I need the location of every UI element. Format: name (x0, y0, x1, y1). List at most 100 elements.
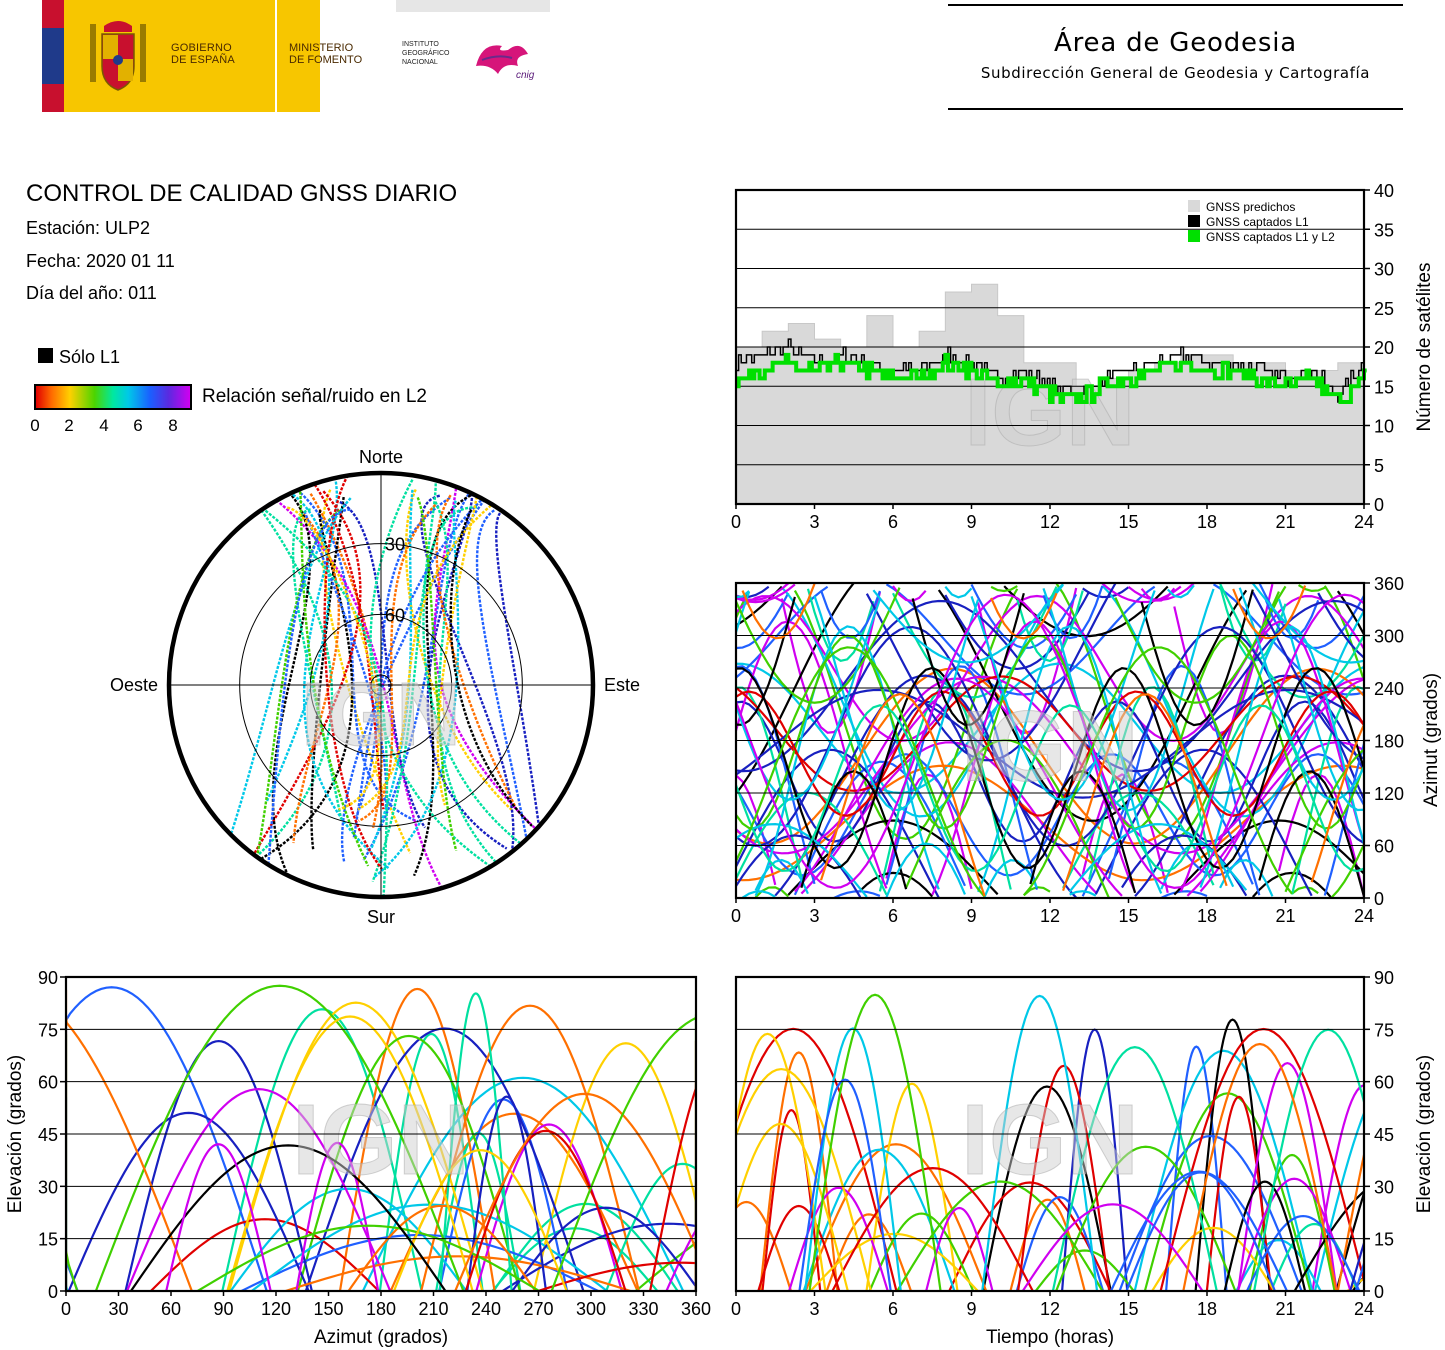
satellite-track (464, 1129, 627, 1291)
y-axis-label: Elevación (grados) (5, 1055, 26, 1213)
y-tick-label: 90 (1374, 968, 1394, 988)
satellite-track (990, 592, 1058, 640)
satellite-track (67, 1111, 310, 1291)
satellite-track (339, 500, 426, 829)
satellite-track (285, 1255, 631, 1291)
satellite-track (420, 1004, 640, 1291)
satellite-track (736, 667, 1364, 845)
satellite-track (736, 700, 1364, 843)
x-tick-label: 180 (366, 1299, 396, 1319)
satellite-track (741, 890, 776, 898)
satellite-track (736, 593, 1364, 889)
area-subtitle: Subdirección General de Geodesia y Carto… (980, 64, 1371, 82)
elevation-time-chart-tracks (736, 993, 1364, 1291)
satellite-track (1219, 583, 1364, 699)
satellite-track (736, 1067, 872, 1291)
snr-tick: 2 (64, 416, 74, 435)
x-tick-label: 18 (1197, 512, 1217, 532)
x-tick-label: 18 (1197, 1299, 1217, 1319)
satellite-track (435, 494, 517, 808)
satellite-track (94, 984, 465, 1291)
x-tick-label: 90 (213, 1299, 233, 1319)
x-tick-label: 12 (1040, 512, 1060, 532)
x-tick-label: 270 (523, 1299, 553, 1319)
satellite-track (736, 774, 777, 886)
legend-label: GNSS captados L1 y L2 (1206, 230, 1335, 244)
report-title: CONTROL DE CALIDAD GNSS DIARIO (26, 180, 458, 207)
snr-colorbar-label: Relación señal/ruido en L2 (202, 386, 427, 407)
ministry-name: MINISTERIO DE FOMENTO (289, 42, 363, 66)
y-tick-label: 40 (1374, 181, 1394, 201)
satellite-track (449, 509, 533, 827)
satellite-track (865, 1082, 959, 1291)
x-tick-label: 3 (809, 1299, 819, 1319)
label-north: Norte (359, 447, 403, 467)
azimuth-time-chart-frame (734, 581, 1366, 900)
y-tick-label: 75 (1374, 1020, 1394, 1040)
x-tick-label: 21 (1275, 512, 1295, 532)
elevation-azimuth-chart-frame (64, 975, 698, 1293)
government-name: GOBIERNO DE ESPAÑA (171, 42, 235, 66)
satellite-track (804, 1027, 902, 1291)
x-tick-label: 24 (1354, 1299, 1374, 1319)
satellite-track (736, 590, 750, 599)
satellite-track (1182, 1042, 1338, 1291)
satellite-track (1125, 1171, 1276, 1291)
x-tick-label: 120 (261, 1299, 291, 1319)
ign-watermark: IGN (301, 665, 461, 765)
satellite-track (736, 704, 1364, 873)
satellite-track (295, 1141, 380, 1291)
satellite-track (438, 992, 513, 1291)
satellite-track (806, 588, 875, 662)
satellite-track (1284, 748, 1364, 893)
satellite-track (808, 993, 942, 1291)
satellite-track (495, 509, 544, 854)
satellite-track (165, 1143, 272, 1291)
x-tick-label: 0 (731, 906, 741, 926)
y-axis-label: Elevación (grados) (1414, 1055, 1435, 1213)
satellite-track (426, 488, 508, 850)
x-tick-label: 300 (576, 1299, 606, 1319)
x-tick-label: 15 (1118, 1299, 1138, 1319)
satellite-track (872, 584, 1064, 664)
ring-label: 60 (385, 605, 405, 625)
legend-label: GNSS captados L1 (1206, 215, 1309, 229)
satellite-track (736, 596, 796, 726)
satellite-track (1277, 773, 1364, 897)
satellite-track (1082, 586, 1130, 599)
y-tick-label: 240 (1374, 679, 1404, 699)
satellite-track (1069, 890, 1097, 897)
elevation-time-chart-frame (734, 975, 1366, 1293)
satellite-track (1051, 1046, 1218, 1291)
satellite-track (338, 987, 496, 1291)
ign-watermark: IGN (961, 1084, 1139, 1196)
satellite-track (736, 587, 901, 704)
satellite-track (264, 509, 389, 895)
satellite-track (736, 666, 1364, 870)
satellite-track (1205, 1095, 1273, 1291)
y-tick-label: 20 (1374, 338, 1394, 358)
legend-swatch (1188, 230, 1200, 242)
government-logo: GOBIERNO DE ESPAÑA MINISTERIO DE FOMENTO I… (42, 0, 550, 112)
y-tick-label: 300 (1374, 627, 1404, 647)
satellite-track (66, 986, 268, 1291)
x-tick-label: 18 (1197, 906, 1217, 926)
satellite-track (229, 1187, 468, 1291)
elevation-azimuth-chart-tracks (66, 984, 696, 1291)
satellite-track (982, 1085, 1112, 1291)
satellite-track (1219, 858, 1274, 897)
x-tick-label: 24 (1354, 906, 1374, 926)
flag-stripe (42, 0, 64, 112)
satellite-track (1236, 1177, 1352, 1291)
satellite-track (736, 583, 790, 601)
y-tick-label: 0 (1374, 495, 1384, 515)
x-tick-label: 6 (888, 906, 898, 926)
y-tick-label: 25 (1374, 299, 1394, 319)
snr-tick: 0 (30, 416, 40, 435)
x-tick-label: 9 (966, 1299, 976, 1319)
satellite-track (761, 1108, 822, 1291)
satellite-track (800, 769, 908, 890)
y-tick-label: 60 (1374, 837, 1394, 857)
satellite-track (1232, 585, 1307, 640)
satellite-track (392, 1149, 568, 1291)
